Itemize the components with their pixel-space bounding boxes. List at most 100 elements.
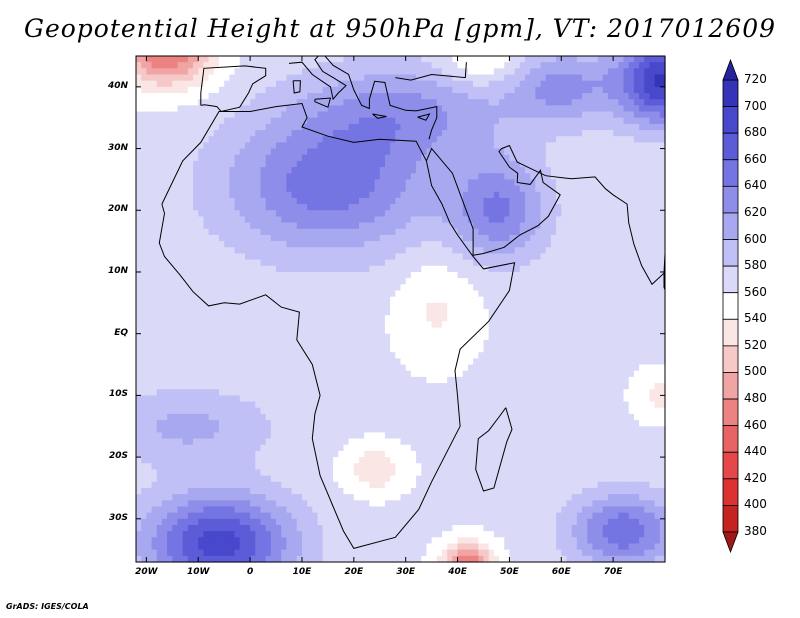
field-cell	[597, 105, 604, 113]
field-cell	[561, 136, 568, 143]
field-cell	[488, 271, 495, 279]
field-cell	[509, 278, 516, 285]
field-cell	[286, 222, 293, 230]
field-cell	[400, 290, 407, 298]
field-cell	[338, 315, 345, 322]
field-cell	[493, 86, 500, 94]
field-cell	[224, 179, 230, 187]
field-cell	[296, 62, 303, 69]
field-cell	[530, 130, 536, 137]
field-cell	[234, 333, 241, 341]
field-cell	[353, 167, 360, 174]
field-cell	[556, 204, 562, 211]
field-cell	[161, 321, 168, 329]
field-cell	[270, 62, 277, 69]
field-cell	[343, 296, 350, 304]
field-cell	[556, 130, 562, 137]
field-cell	[281, 296, 288, 304]
field-cell	[317, 173, 324, 181]
field-cell	[483, 197, 490, 205]
field-cell	[229, 253, 236, 261]
field-cell	[193, 271, 199, 279]
field-cell	[141, 296, 147, 304]
field-cell	[156, 309, 163, 316]
field-cell	[390, 173, 396, 181]
field-cell	[618, 234, 625, 242]
field-cell	[379, 210, 386, 218]
field-cell	[255, 136, 262, 143]
field-cell	[628, 142, 635, 150]
field-cell	[540, 271, 547, 279]
field-cell	[649, 284, 656, 292]
field-cell	[172, 339, 179, 347]
field-cell	[239, 191, 246, 199]
field-cell	[493, 302, 500, 310]
field-cell	[628, 80, 635, 88]
field-cell	[499, 333, 505, 341]
field-cell	[338, 290, 345, 298]
field-cell	[390, 284, 396, 292]
field-cell	[587, 327, 593, 335]
field-cell	[426, 167, 433, 174]
field-cell	[426, 204, 433, 211]
field-cell	[623, 290, 630, 298]
field-cell	[587, 56, 593, 63]
field-cell	[582, 278, 588, 285]
field-cell	[628, 154, 635, 162]
field-cell	[576, 210, 583, 218]
field-cell	[276, 327, 282, 335]
field-cell	[457, 339, 464, 347]
field-cell	[499, 105, 505, 113]
field-cell	[545, 191, 552, 199]
field-cell	[447, 327, 453, 335]
field-cell	[364, 99, 370, 106]
field-cell	[483, 259, 490, 267]
field-cell	[265, 62, 272, 69]
field-cell	[416, 247, 422, 255]
field-cell	[384, 339, 391, 347]
field-cell	[203, 111, 210, 119]
field-cell	[524, 80, 531, 88]
field-cell	[187, 234, 194, 242]
field-cell	[473, 302, 479, 310]
field-cell	[317, 333, 324, 341]
field-cell	[343, 111, 350, 119]
field-cell	[193, 234, 199, 242]
field-cell	[571, 185, 578, 193]
field-cell	[244, 136, 251, 143]
field-cell	[172, 253, 179, 261]
field-cell	[530, 68, 536, 76]
field-cell	[218, 247, 225, 255]
field-cell	[649, 74, 656, 82]
field-cell	[633, 62, 640, 69]
field-cell	[400, 173, 407, 181]
field-cell	[431, 179, 438, 187]
field-cell	[187, 86, 194, 94]
field-cell	[141, 222, 147, 230]
field-cell	[499, 80, 505, 88]
field-cell	[276, 56, 282, 63]
field-cell	[436, 167, 443, 174]
field-cell	[260, 68, 267, 76]
field-cell	[270, 352, 277, 359]
field-cell	[234, 105, 241, 113]
field-cell	[312, 191, 319, 199]
field-cell	[369, 346, 376, 353]
field-cell	[613, 234, 619, 242]
field-cell	[353, 265, 360, 273]
field-cell	[369, 136, 376, 143]
field-cell	[639, 241, 645, 248]
field-cell	[649, 93, 656, 100]
field-cell	[509, 222, 516, 230]
field-cell	[187, 80, 194, 88]
field-cell	[193, 302, 199, 310]
field-cell	[524, 185, 531, 193]
field-cell	[452, 339, 459, 347]
field-cell	[488, 74, 495, 82]
field-cell	[592, 284, 599, 292]
field-cell	[338, 191, 345, 199]
field-cell	[198, 241, 205, 248]
field-cell	[457, 204, 464, 211]
field-cell	[618, 339, 625, 347]
field-cell	[556, 278, 562, 285]
